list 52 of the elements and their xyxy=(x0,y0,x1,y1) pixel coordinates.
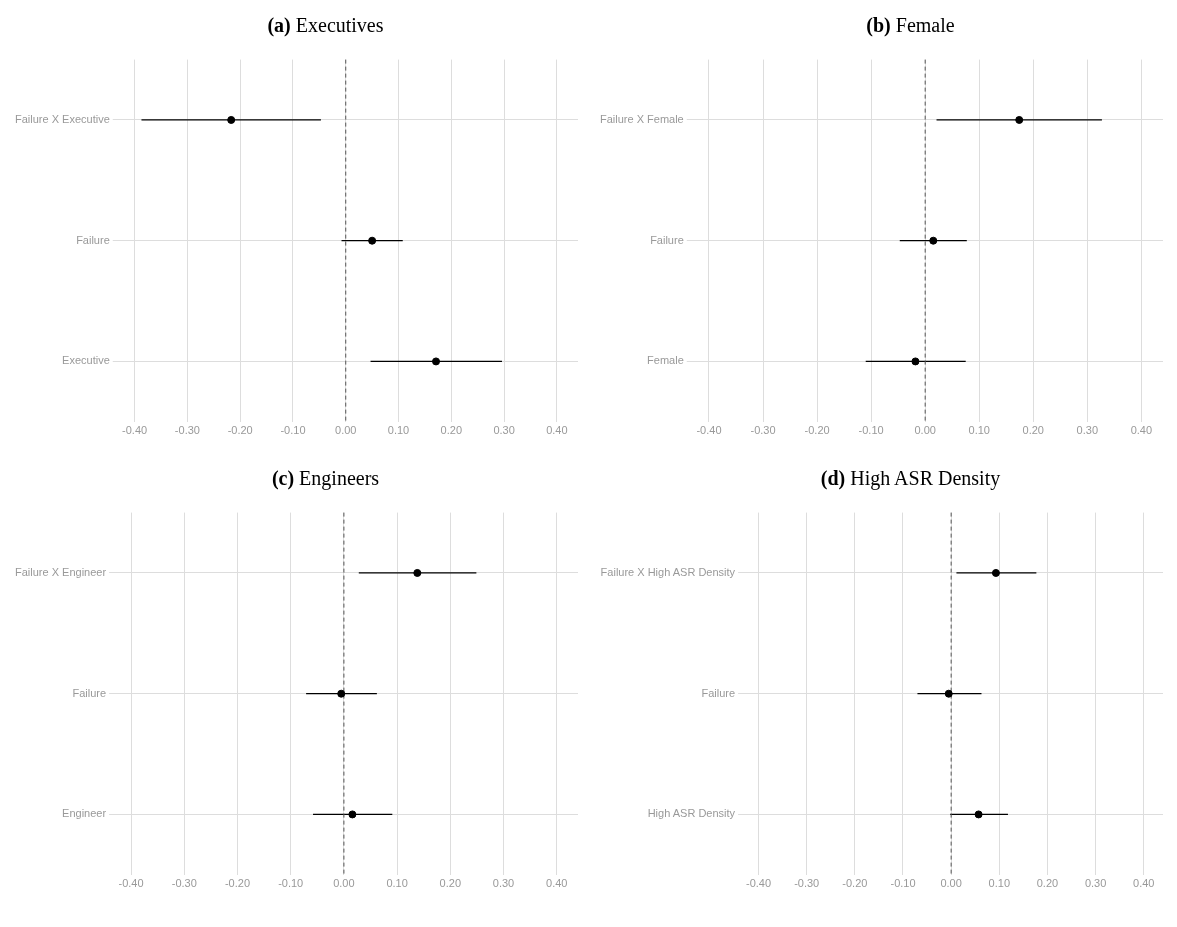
x-tick-label: -0.40 xyxy=(746,877,772,890)
x-tick-label: -0.10 xyxy=(890,877,916,890)
x-tick-label: 0.40 xyxy=(1130,424,1153,437)
y-tick-label: Failure xyxy=(72,686,107,699)
x-tick-label: -0.10 xyxy=(278,877,304,890)
x-tick-label: -0.30 xyxy=(174,424,200,437)
x-tick-label: -0.30 xyxy=(794,877,820,890)
x-tick-label: 0.40 xyxy=(546,877,568,890)
x-tick-label: 0.30 xyxy=(493,424,515,437)
y-tick-label: Failure X Executive xyxy=(15,113,110,125)
x-tick-label: -0.30 xyxy=(171,877,197,890)
x-tick-label: -0.30 xyxy=(750,424,776,437)
x-tick-label: -0.20 xyxy=(227,424,253,437)
y-tick-label: Failure xyxy=(650,233,684,246)
chart-title: (b) Female xyxy=(866,14,955,36)
chart-title: (a) Executives xyxy=(267,14,384,36)
x-tick-label: 0.10 xyxy=(968,424,990,437)
y-tick-label: Failure X High ASR Density xyxy=(600,566,736,578)
x-tick-label: 0.20 xyxy=(1036,877,1059,890)
x-tick-label: 0.20 xyxy=(440,424,463,437)
x-tick-label: -0.10 xyxy=(280,424,306,437)
x-tick-label: 0.40 xyxy=(546,424,568,437)
x-tick-label: 0.30 xyxy=(492,877,515,890)
x-tick-label: 0.40 xyxy=(1133,877,1155,890)
x-tick-label: 0.20 xyxy=(439,877,462,890)
y-tick-label: Failure xyxy=(701,686,736,699)
y-tick-label: Failure X Engineer xyxy=(15,566,107,578)
chart-title: (c) Engineers xyxy=(271,467,380,489)
x-tick-label: 0.10 xyxy=(386,877,408,890)
x-tick-label: 0.30 xyxy=(1084,877,1107,890)
x-tick-label: 0.00 xyxy=(914,424,936,437)
x-tick-label: -0.40 xyxy=(122,424,148,437)
y-tick-label: Engineer xyxy=(62,807,107,820)
x-tick-label: 0.00 xyxy=(940,877,962,890)
x-tick-label: -0.20 xyxy=(224,877,251,890)
x-tick-label: -0.10 xyxy=(858,424,884,437)
x-tick-label: 0.10 xyxy=(387,424,410,437)
y-tick-label: Failure X Female xyxy=(599,113,684,125)
x-tick-label: 0.00 xyxy=(335,424,357,437)
y-tick-label: High ASR Density xyxy=(647,807,736,820)
x-tick-label: 0.00 xyxy=(333,877,355,890)
y-tick-label: Failure xyxy=(76,233,110,246)
x-tick-label: 0.10 xyxy=(988,877,1010,890)
x-tick-label: -0.40 xyxy=(696,424,722,437)
x-tick-label: 0.30 xyxy=(1076,424,1099,437)
x-tick-label: 0.20 xyxy=(1022,424,1044,437)
y-tick-label: Executive xyxy=(62,354,110,367)
x-tick-label: -0.40 xyxy=(118,877,144,890)
x-tick-label: -0.20 xyxy=(804,424,830,437)
chart-title: (d) High ASR Density xyxy=(820,467,1001,489)
x-tick-label: -0.20 xyxy=(842,877,868,890)
y-tick-label: Female xyxy=(647,354,684,367)
